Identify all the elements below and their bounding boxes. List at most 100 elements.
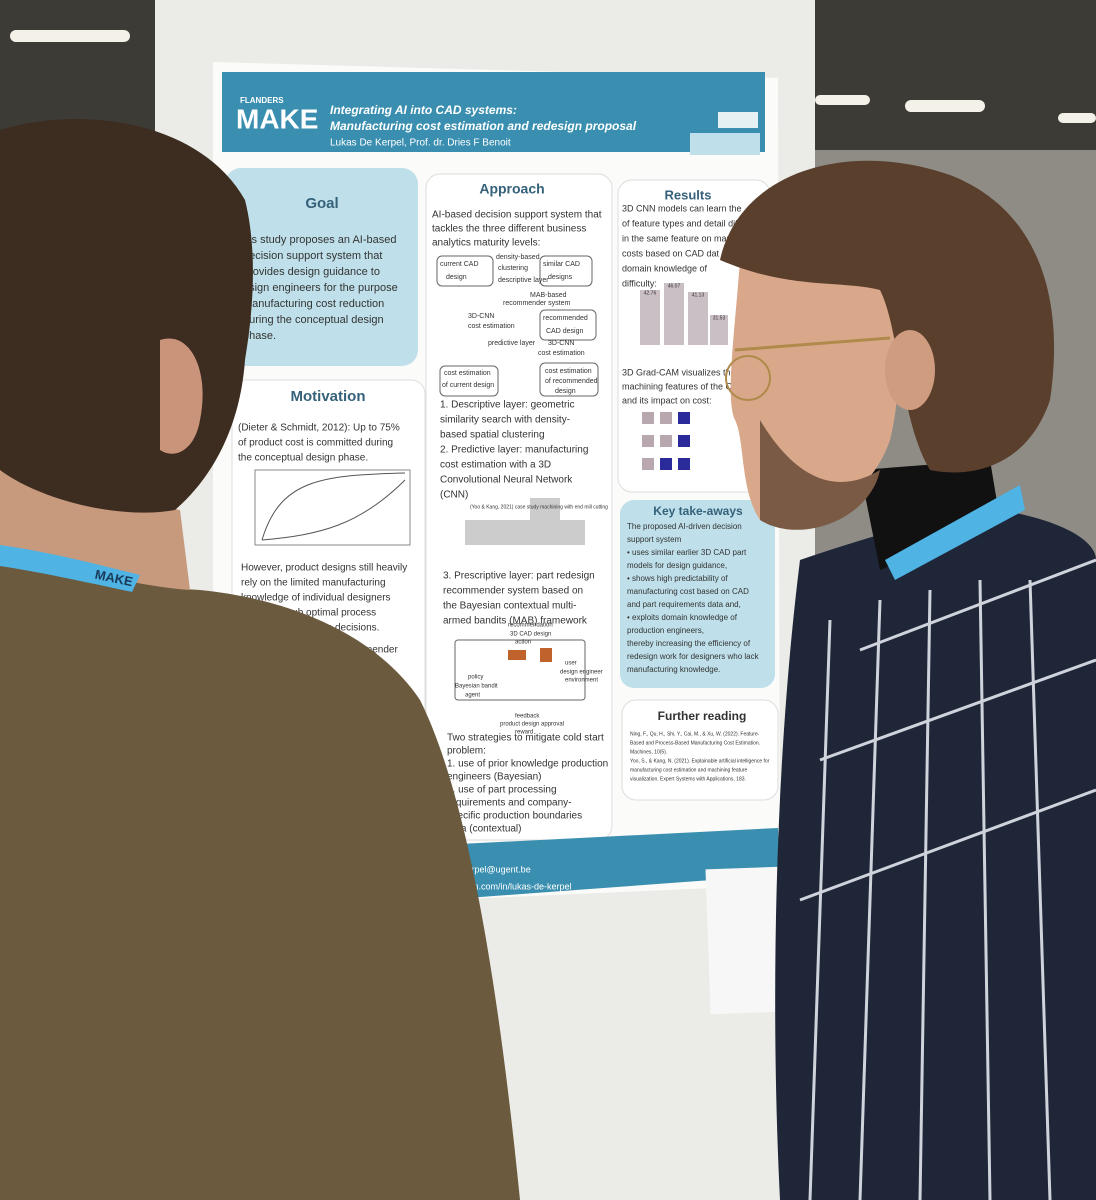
diagram-label: predictive layer (488, 340, 536, 347)
takeaways-text: and part requirements data and, (627, 600, 741, 609)
rl-label: user (565, 661, 577, 667)
sign-up-sheet (705, 866, 789, 1015)
reference-text: manufacturing cost estimation and machin… (630, 767, 748, 773)
right-person-hair (720, 160, 1055, 473)
left-person-sweater (0, 560, 520, 1200)
goal-text: manufacturing cost reduction (243, 298, 384, 310)
approach-list: based spatial clustering (440, 430, 545, 441)
diagram-label: recommender system (503, 300, 570, 307)
results-text: and its impact on cost: (622, 395, 712, 405)
diagram-label: cost estimation (545, 368, 592, 375)
bar-value-label: 42.76 (644, 290, 657, 296)
diagram-label: similar CAD (543, 261, 580, 268)
logo: MAKE (236, 103, 318, 134)
results-text: difficulty: (622, 278, 657, 288)
takeaways-text: redesign work for designers who lack (627, 652, 760, 661)
approach-diagram (436, 255, 599, 701)
results-text: costs based on CAD dat (622, 248, 720, 258)
motivation-text: knowledge of individual designers (241, 593, 391, 604)
left-person-ear (160, 338, 203, 454)
rl-label: agent (465, 693, 480, 699)
left-person-lanyard (0, 545, 140, 592)
approach-list: armed bandits (MAB) framework (443, 616, 588, 627)
right-person-jacket (775, 510, 1096, 1200)
right-person-lanyard (885, 485, 1025, 580)
results-text: domain knowledge of (622, 263, 708, 273)
rl-label: environment (565, 678, 598, 684)
header-badge (718, 112, 758, 128)
part-icon (540, 648, 552, 662)
takeaways-text: • exploits domain knowledge of (627, 613, 738, 622)
takeaways-text: production engineers, (627, 626, 704, 635)
takeaways-text: manufacturing cost based on CAD (627, 587, 749, 596)
bar-value-label: 46.07 (668, 283, 681, 289)
contact-text: nkedin.com/in/lukas-de-kerpel (452, 881, 572, 891)
diagram-label: cost estimation (444, 370, 491, 377)
reference-text: Machines, 10(5). (630, 749, 667, 755)
rl-label: 3D CAD design (510, 632, 551, 638)
approach-text: AI-based decision support system that (432, 210, 602, 221)
diagram-label: current CAD (440, 261, 479, 268)
approach-list: cost estimation with a 3D (440, 460, 551, 471)
motivation-text: leading to sub optimal process (241, 608, 376, 619)
cnn-figure (465, 498, 585, 545)
cold-start-text: specific production boundaries (447, 811, 582, 822)
diagram-label: design (555, 388, 576, 395)
cost-curves (261, 472, 406, 541)
reference-text: Yoo, S., & Kang, N. (2021). Explainable … (630, 758, 770, 764)
diagram-label: designs (548, 274, 573, 281)
motivation-text: (Dieter & Schmidt, 2012): Up to 75% (238, 423, 400, 434)
right-person-beard (760, 420, 880, 530)
diagram-label: of current design (442, 382, 494, 389)
cold-start-text: Two strategies to mitigate cold start (447, 733, 604, 744)
section-heading: Approach (479, 181, 544, 197)
approach-list: 3. Prescriptive layer: part redesign (443, 571, 595, 582)
rl-label: product design approval (500, 722, 564, 728)
approach-list: (CNN) (440, 490, 468, 501)
goal-text: esign engineers for the purpose (243, 282, 398, 294)
rl-label: feedback (515, 714, 540, 720)
glasses-lens (725, 355, 771, 401)
cold-start-text: engineers (Bayesian) (447, 772, 542, 783)
diagram-label: MAB-based (530, 292, 567, 299)
figure-caption: (Yoo & Kang, 2021) case study machining … (470, 504, 608, 510)
results-text: in the same feature on manuf (622, 233, 740, 243)
rl-label: Bayesian bandit (455, 684, 498, 690)
diagram-label: density-based (496, 254, 540, 261)
jacket-stripes (799, 558, 1096, 1200)
takeaways-text: manufacturing knowledge. (627, 665, 720, 674)
goal-text: his study proposes an AI-based (243, 234, 396, 246)
goal-text: during the conceptual design (243, 314, 384, 326)
motivation-text: of product cost is committed during (238, 438, 393, 449)
part-icon (508, 650, 526, 660)
diagram-label: recommended (543, 315, 588, 322)
diagram-label: design (446, 274, 467, 281)
rl-label: action (515, 640, 531, 646)
approach-text: analytics maturity levels: (432, 238, 540, 249)
diagram-label: 3D-CNN (468, 313, 494, 320)
approach-text: tackles the three different business (432, 224, 586, 235)
rl-label: recommendation (508, 623, 553, 629)
grad-cam-grid (642, 412, 690, 470)
reference-text: Ning, F., Qu, H., Shi, Y., Cai, M., & Xu… (630, 731, 760, 737)
approach-list: Convolutional Neural Network (440, 475, 573, 486)
diagram-label: cost estimation (468, 323, 515, 330)
takeaways-text: • uses similar earlier 3D CAD part (627, 548, 747, 557)
poster-title: Manufacturing cost estimation and redesi… (330, 119, 637, 133)
approach-list: recommender system based on (443, 586, 583, 597)
poster-title: Integrating AI into CAD systems: (330, 103, 517, 117)
ceiling-light (10, 30, 130, 42)
poster-authors: Lukas De Kerpel, Prof. dr. Dries F Benoi… (330, 138, 511, 149)
ceiling-light (905, 100, 985, 112)
results-text: of feature types and detail differe (622, 218, 753, 228)
diagram-label: of recommended (545, 378, 598, 385)
diagram-label: cost estimation (538, 350, 585, 357)
right-person-collar (860, 460, 1000, 570)
poster-header (222, 72, 765, 152)
goal-text: phase. (243, 330, 276, 342)
cost-curve-figure (254, 469, 411, 546)
takeaways-text: thereby increasing the efficiency of (627, 639, 751, 648)
reference-text: visualization. Expert Systems with Appli… (630, 776, 746, 782)
